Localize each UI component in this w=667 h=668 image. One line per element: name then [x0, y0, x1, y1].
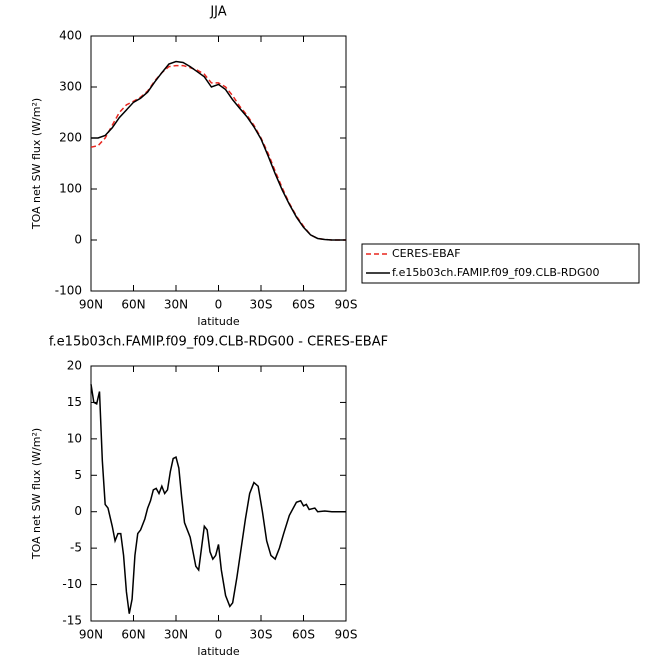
y-tick-label: -5	[70, 541, 82, 555]
chart-title: f.e15b03ch.FAMIP.f09_f09.CLB-RDG00 - CER…	[49, 335, 388, 350]
x-tick-label: 60S	[292, 628, 315, 642]
x-tick-label: 90N	[79, 628, 103, 642]
series-line	[90, 384, 346, 614]
x-tick-label: 30N	[164, 628, 188, 642]
plot-frame	[90, 365, 347, 622]
y-tick-label: -15	[62, 614, 82, 628]
x-tick-label: 30S	[250, 298, 273, 312]
y-tick-label: 400	[59, 29, 82, 43]
x-tick-label: 60S	[292, 298, 315, 312]
legend-box	[361, 243, 640, 284]
x-tick-label: 30N	[164, 298, 188, 312]
x-tick-label: 90S	[335, 298, 358, 312]
plot-frame	[90, 35, 347, 292]
y-tick-label: 10	[67, 431, 82, 445]
legend-label: f.e15b03ch.FAMIP.f09_f09.CLB-RDG00	[392, 266, 600, 279]
y-axis-label: TOA net SW flux (W/m²)	[30, 428, 43, 560]
chart-title: JJA	[209, 5, 226, 20]
x-tick-label: 90S	[335, 628, 358, 642]
y-tick-label: 20	[67, 359, 82, 373]
y-tick-label: 0	[74, 233, 82, 247]
y-axis-label: TOA net SW flux (W/m²)	[30, 98, 43, 230]
x-axis-label: latitude	[197, 315, 239, 328]
x-tick-label: 60N	[121, 298, 145, 312]
x-axis-label: latitude	[197, 645, 239, 658]
y-tick-label: -100	[55, 284, 82, 298]
x-tick-label: 0	[215, 298, 223, 312]
x-tick-label: 60N	[121, 628, 145, 642]
x-tick-label: 90N	[79, 298, 103, 312]
y-tick-label: 200	[59, 131, 82, 145]
y-tick-label: 100	[59, 182, 82, 196]
y-tick-label: -10	[62, 577, 82, 591]
x-tick-label: 30S	[250, 628, 273, 642]
series-line	[91, 60, 346, 241]
y-tick-label: 15	[67, 395, 82, 409]
series-line	[90, 64, 346, 241]
y-tick-label: 0	[74, 504, 82, 518]
x-tick-label: 0	[215, 628, 223, 642]
y-tick-label: 300	[59, 80, 82, 94]
legend-label: CERES-EBAF	[392, 247, 461, 260]
y-tick-label: 5	[74, 468, 82, 482]
